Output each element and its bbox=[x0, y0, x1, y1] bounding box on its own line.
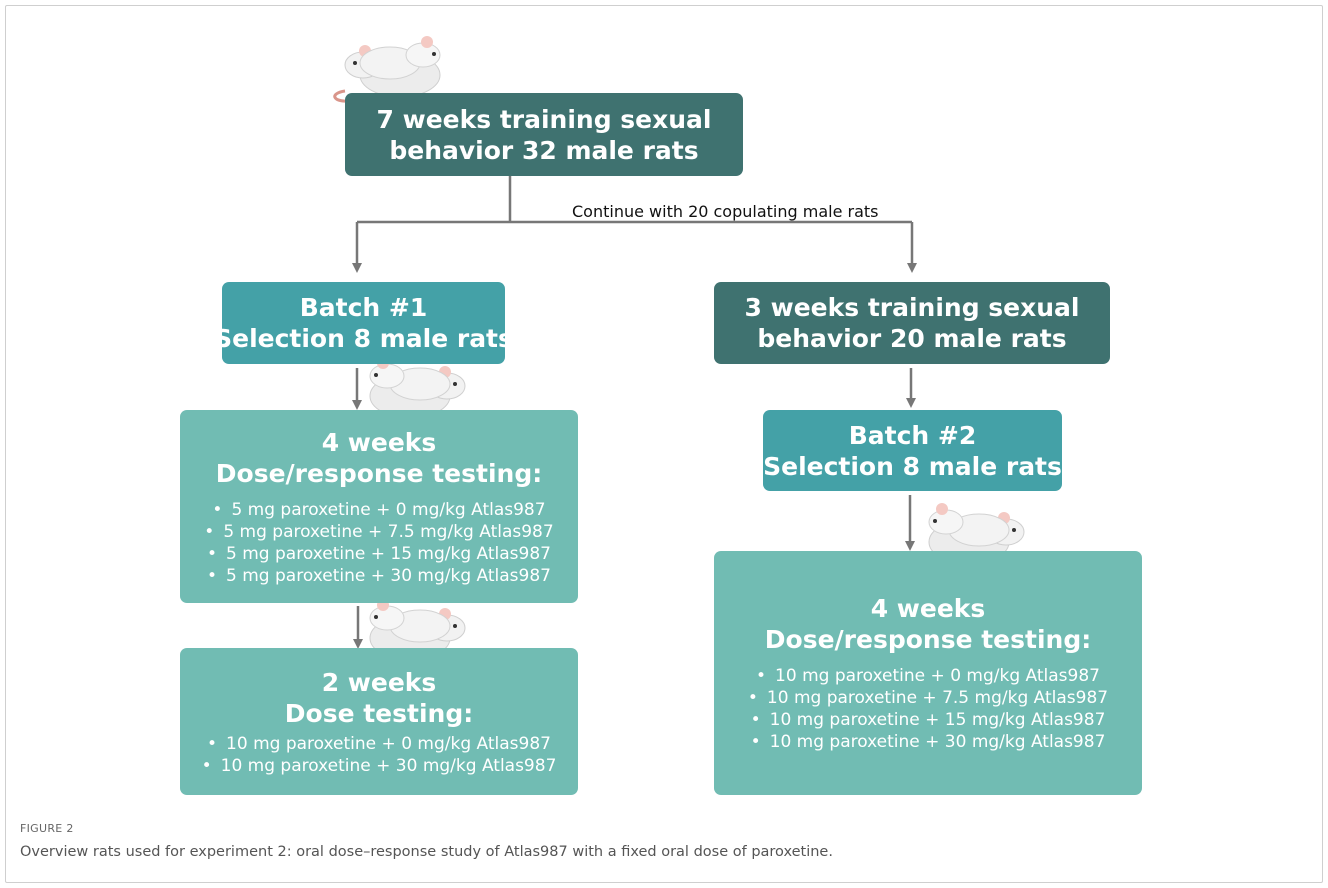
node-title: 3 weeks training sexual bbox=[745, 292, 1080, 323]
rat-icon bbox=[335, 36, 440, 101]
list-item: 5 mg paroxetine + 15 mg/kg Atlas987 bbox=[204, 543, 553, 565]
node-title: Dose/response testing: bbox=[765, 624, 1091, 655]
node-title: Batch #1 bbox=[300, 292, 428, 323]
edge-label: Continue with 20 copulating male rats bbox=[572, 202, 879, 221]
node-title: Selection 8 male rats bbox=[214, 323, 513, 354]
node-title: Batch #2 bbox=[849, 420, 977, 451]
list-item: 5 mg paroxetine + 30 mg/kg Atlas987 bbox=[204, 565, 553, 587]
node-list: 10 mg paroxetine + 0 mg/kg Atlas98710 mg… bbox=[748, 665, 1108, 753]
list-item: 10 mg paroxetine + 30 mg/kg Atlas987 bbox=[748, 731, 1108, 753]
node-title: Dose testing: bbox=[285, 698, 473, 729]
node-title: Selection 8 male rats bbox=[763, 451, 1062, 482]
node-title: Dose/response testing: bbox=[216, 458, 542, 489]
node-list: 5 mg paroxetine + 0 mg/kg Atlas9875 mg p… bbox=[204, 499, 553, 587]
list-item: 10 mg paroxetine + 0 mg/kg Atlas987 bbox=[202, 733, 557, 755]
page: 7 weeks training sexualbehavior 32 male … bbox=[0, 0, 1328, 888]
list-item: 10 mg paroxetine + 0 mg/kg Atlas987 bbox=[748, 665, 1108, 687]
caption-label: FIGURE 2 bbox=[20, 822, 74, 835]
list-item: 5 mg paroxetine + 7.5 mg/kg Atlas987 bbox=[204, 521, 553, 543]
list-item: 10 mg paroxetine + 30 mg/kg Atlas987 bbox=[202, 755, 557, 777]
list-item: 10 mg paroxetine + 15 mg/kg Atlas987 bbox=[748, 709, 1108, 731]
node-title: 4 weeks bbox=[871, 593, 986, 624]
node-list: 10 mg paroxetine + 0 mg/kg Atlas98710 mg… bbox=[202, 733, 557, 777]
node-title: behavior 20 male rats bbox=[757, 323, 1066, 354]
node-title: behavior 32 male rats bbox=[389, 135, 698, 166]
node-title: 4 weeks bbox=[322, 427, 437, 458]
caption-text: Overview rats used for experiment 2: ora… bbox=[20, 844, 833, 860]
list-item: 5 mg paroxetine + 0 mg/kg Atlas987 bbox=[204, 499, 553, 521]
node-title: 7 weeks training sexual bbox=[377, 104, 712, 135]
list-item: 10 mg paroxetine + 7.5 mg/kg Atlas987 bbox=[748, 687, 1108, 709]
node-title: 2 weeks bbox=[322, 667, 437, 698]
